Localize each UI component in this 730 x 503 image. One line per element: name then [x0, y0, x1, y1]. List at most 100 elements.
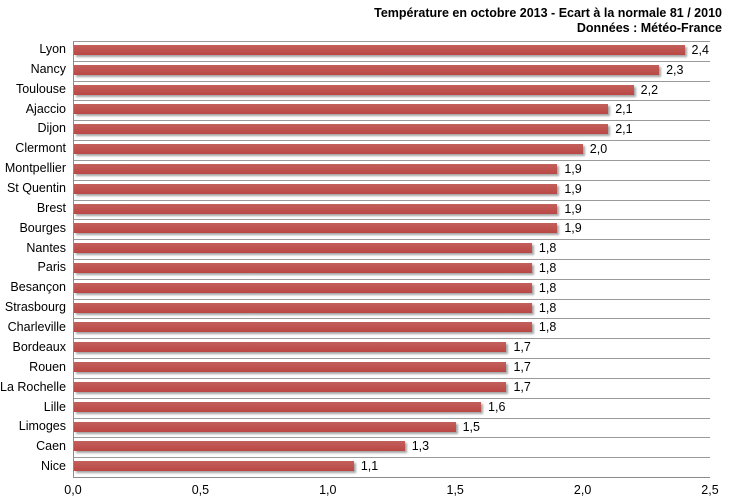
- bar-value-label: 2,4: [691, 43, 709, 57]
- bar-row: 2,1: [74, 120, 710, 140]
- bar: [74, 104, 609, 115]
- x-axis-tick-label: 2,5: [701, 483, 719, 497]
- bar: [74, 163, 558, 174]
- chart-subtitle: Données : Météo-France: [576, 21, 722, 35]
- bar-row: 2,3: [74, 60, 710, 81]
- bar-row: 1,9: [74, 159, 710, 180]
- bar-value-label: 1,7: [513, 379, 531, 394]
- bar: [74, 282, 532, 293]
- bar: [74, 381, 507, 392]
- category-label: La Rochelle: [0, 379, 67, 394]
- bar: [74, 362, 507, 373]
- bar-row: 1,7: [74, 377, 710, 398]
- category-label: Montpellier: [4, 161, 67, 176]
- category-label: Nantes: [26, 240, 67, 255]
- bar-value-label: 1,7: [513, 340, 531, 355]
- category-label: Nice: [41, 459, 67, 474]
- bar-value-label: 1,8: [538, 300, 557, 315]
- bar-row: 1,8: [74, 298, 710, 319]
- x-axis-tick-label: 0,5: [191, 483, 210, 497]
- bar: [74, 64, 660, 75]
- bar-value-label: 2,1: [615, 102, 633, 117]
- bar-value-label: 2,3: [666, 62, 684, 77]
- bar-value-label: 1,9: [564, 161, 582, 176]
- category-label: Lille: [43, 399, 67, 414]
- bar-row: 1,9: [74, 219, 710, 239]
- x-axis-tick-label: 1,0: [319, 483, 337, 497]
- bar-row: 1,9: [74, 199, 710, 220]
- bar-value-label: 1,8: [538, 241, 557, 256]
- bar-row: 2,0: [74, 140, 710, 160]
- bar: [74, 203, 558, 214]
- category-label: Ajaccio: [25, 101, 67, 116]
- x-axis-tick-label: 0,0: [64, 483, 82, 497]
- bar-value-label: 1,8: [538, 261, 557, 275]
- category-label: Brest: [36, 200, 67, 215]
- bar: [74, 144, 583, 155]
- bar-row: 1,8: [74, 239, 710, 259]
- bar: [74, 461, 354, 472]
- bar-value-label: 1,9: [564, 221, 582, 236]
- bar: [74, 124, 609, 135]
- bar-row: 1,8: [74, 278, 710, 299]
- category-label: Rouen: [29, 359, 67, 374]
- category-label: Dijon: [37, 121, 67, 136]
- bar-row: 1,1: [74, 457, 710, 477]
- bar-value-label: 2,1: [615, 122, 633, 137]
- bar-value-label: 1,9: [564, 201, 582, 216]
- category-label: Charleville: [7, 320, 67, 335]
- bar: [74, 84, 634, 95]
- bar-value-label: 1,9: [564, 181, 582, 196]
- x-axis-tick-label: 2,0: [573, 483, 592, 497]
- bar-value-label: 2,0: [589, 142, 608, 157]
- bar-row: 1,7: [74, 358, 710, 378]
- bar-value-label: 1,5: [462, 419, 480, 434]
- chart-title: Température en octobre 2013 - Ecart à la…: [374, 6, 722, 20]
- bar-value-label: 2,2: [640, 82, 659, 97]
- category-label: Strasbourg: [4, 300, 67, 315]
- category-label: Clermont: [15, 141, 67, 156]
- bar-row: 2,1: [74, 100, 710, 120]
- bar-row: 2,2: [74, 80, 710, 101]
- x-axis-tick-labels: 0,0 0,5 1,0 1,5 2,0 2,5: [64, 483, 718, 501]
- bar-row: 1,9: [74, 179, 710, 200]
- category-label: Toulouse: [15, 81, 67, 96]
- bar: [74, 45, 685, 55]
- bar-value-label: 1,6: [488, 399, 506, 414]
- y-axis-category-labels: Lyon Nancy Toulouse Ajaccio Dijon Clermont Mon…: [0, 41, 68, 478]
- bar-value-label: 1,3: [411, 439, 430, 454]
- category-label: Lyon: [39, 42, 67, 56]
- bar: [74, 322, 532, 333]
- bar: [74, 183, 558, 194]
- bar: [74, 223, 558, 234]
- category-label: Limoges: [18, 419, 67, 434]
- plot-area: 2,4 2,3 2,2 2,1 2,1 2,0 1,9 1,9 1,9 1,9 1,8 1,8 1,8 1…: [73, 41, 710, 478]
- bar-row: 1,8: [74, 318, 710, 338]
- bar: [74, 243, 532, 254]
- category-label: Bourges: [19, 220, 67, 235]
- bar: [74, 263, 532, 273]
- bar-row: 1,6: [74, 397, 710, 418]
- bar: [74, 421, 456, 432]
- bar-value-label: 1,8: [538, 320, 557, 335]
- bar: [74, 342, 507, 353]
- bar-row: 2,4: [74, 41, 710, 61]
- category-label: St Quentin: [6, 181, 67, 196]
- category-label: Bordeaux: [12, 339, 67, 354]
- category-label: Besançon: [10, 280, 67, 295]
- category-label: Paris: [37, 260, 67, 275]
- bar-row: 1,5: [74, 417, 710, 438]
- bar: [74, 401, 482, 412]
- bar-value-label: 1,8: [538, 280, 557, 295]
- category-label: Caen: [36, 439, 67, 454]
- bar-value-label: 1,1: [360, 459, 379, 474]
- category-label: Nancy: [30, 61, 67, 76]
- bar: [74, 302, 532, 313]
- bar-row: 1,3: [74, 437, 710, 457]
- bar-value-label: 1,7: [513, 360, 531, 375]
- bar-row: 1,7: [74, 338, 710, 358]
- bar: [74, 441, 405, 452]
- x-axis-tick-label: 1,5: [446, 483, 464, 497]
- bar-row: 1,8: [74, 259, 710, 279]
